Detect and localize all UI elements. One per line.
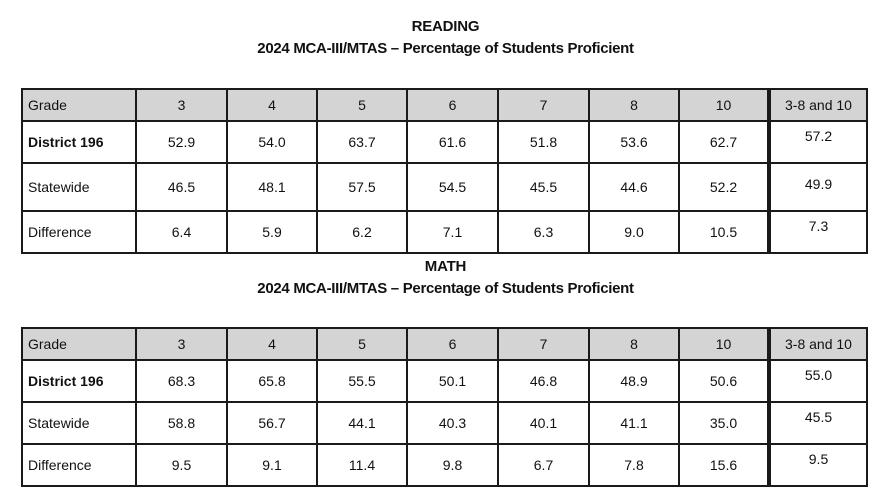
table-cell: 55.5 <box>316 359 408 403</box>
table-cell: 35.0 <box>678 401 770 445</box>
table-cell: 9.8 <box>406 443 499 487</box>
table-cell: 6.3 <box>497 210 590 254</box>
math-table: Grade 3 4 5 6 7 8 10 3-8 and 10 District… <box>21 327 868 487</box>
row-label: Difference <box>21 210 137 254</box>
table-cell: 63.7 <box>316 120 408 164</box>
table-row: District 196 68.3 65.8 55.5 50.1 46.8 48… <box>21 359 868 403</box>
table-row: Statewide 46.5 48.1 57.5 54.5 45.5 44.6 … <box>21 162 868 212</box>
table-cell: 5.9 <box>226 210 318 254</box>
table-cell: 50.1 <box>406 359 499 403</box>
header-cell: 4 <box>226 88 318 122</box>
header-cell: 5 <box>316 88 408 122</box>
header-cell: 10 <box>678 88 770 122</box>
table-cell: 9.0 <box>588 210 680 254</box>
reading-header-row: Grade 3 4 5 6 7 8 10 3-8 and 10 <box>21 88 868 122</box>
table-cell: 40.1 <box>497 401 590 445</box>
table-cell: 6.7 <box>497 443 590 487</box>
table-cell: 7.8 <box>588 443 680 487</box>
table-cell: 68.3 <box>135 359 228 403</box>
table-cell: 48.1 <box>226 162 318 212</box>
header-cell: 3 <box>135 327 228 361</box>
table-cell: 53.6 <box>588 120 680 164</box>
table-cell: 41.1 <box>588 401 680 445</box>
table-cell: 65.8 <box>226 359 318 403</box>
header-cell: 8 <box>588 327 680 361</box>
header-cell: 6 <box>406 88 499 122</box>
table-cell: 46.8 <box>497 359 590 403</box>
table-cell: 46.5 <box>135 162 228 212</box>
table-cell: 45.5 <box>497 162 590 212</box>
reading-subject-heading: READING <box>411 18 480 35</box>
table-cell: 52.2 <box>678 162 770 212</box>
math-subtitle: 2024 MCA-III/MTAS – Percentage of Studen… <box>257 280 634 297</box>
table-cell: 10.5 <box>678 210 770 254</box>
header-cell-total: 3-8 and 10 <box>767 88 868 122</box>
table-cell: 7.1 <box>406 210 499 254</box>
header-cell: 3 <box>135 88 228 122</box>
row-label: Difference <box>21 443 137 487</box>
math-header-row: Grade 3 4 5 6 7 8 10 3-8 and 10 <box>21 327 868 361</box>
header-cell: 7 <box>497 327 590 361</box>
table-cell: 6.2 <box>316 210 408 254</box>
row-label: Statewide <box>21 401 137 445</box>
header-cell: 7 <box>497 88 590 122</box>
header-cell: 8 <box>588 88 680 122</box>
table-cell: 54.5 <box>406 162 499 212</box>
table-cell: 9.5 <box>135 443 228 487</box>
table-cell: 6.4 <box>135 210 228 254</box>
table-cell: 15.6 <box>678 443 770 487</box>
header-cell: 4 <box>226 327 318 361</box>
table-cell: 40.3 <box>406 401 499 445</box>
table-cell: 52.9 <box>135 120 228 164</box>
table-cell: 57.5 <box>316 162 408 212</box>
table-cell: 9.1 <box>226 443 318 487</box>
header-cell-grade: Grade <box>21 327 137 361</box>
table-cell: 56.7 <box>226 401 318 445</box>
total-cell: 45.5 <box>767 401 868 445</box>
table-cell: 51.8 <box>497 120 590 164</box>
table-cell: 48.9 <box>588 359 680 403</box>
total-cell: 9.5 <box>767 443 868 487</box>
header-cell: 10 <box>678 327 770 361</box>
reading-subtitle: 2024 MCA-III/MTAS – Percentage of Studen… <box>257 40 634 57</box>
row-label: District 196 <box>21 120 137 164</box>
header-cell: 5 <box>316 327 408 361</box>
table-row: Statewide 58.8 56.7 44.1 40.3 40.1 41.1 … <box>21 401 868 445</box>
header-cell-total: 3-8 and 10 <box>767 327 868 361</box>
table-cell: 50.6 <box>678 359 770 403</box>
table-cell: 58.8 <box>135 401 228 445</box>
header-cell-grade: Grade <box>21 88 137 122</box>
table-cell: 61.6 <box>406 120 499 164</box>
math-subject-heading: MATH <box>424 258 467 275</box>
table-row: Difference 9.5 9.1 11.4 9.8 6.7 7.8 15.6… <box>21 443 868 487</box>
table-cell: 44.1 <box>316 401 408 445</box>
table-row: Difference 6.4 5.9 6.2 7.1 6.3 9.0 10.5 … <box>21 210 868 254</box>
math-title-block: MATH 2024 MCA-III/MTAS – Percentage of S… <box>0 256 891 300</box>
table-cell: 44.6 <box>588 162 680 212</box>
row-label: District 196 <box>21 359 137 403</box>
reading-title-block: READING 2024 MCA-III/MTAS – Percentage o… <box>0 16 891 60</box>
row-label: Statewide <box>21 162 137 212</box>
total-cell: 49.9 <box>767 162 868 212</box>
table-cell: 11.4 <box>316 443 408 487</box>
total-cell: 55.0 <box>767 359 868 403</box>
total-cell: 7.3 <box>767 210 868 254</box>
header-cell: 6 <box>406 327 499 361</box>
total-cell: 57.2 <box>767 120 868 164</box>
table-cell: 62.7 <box>678 120 770 164</box>
table-row: District 196 52.9 54.0 63.7 61.6 51.8 53… <box>21 120 868 164</box>
table-cell: 54.0 <box>226 120 318 164</box>
reading-table: Grade 3 4 5 6 7 8 10 3-8 and 10 District… <box>21 88 868 254</box>
